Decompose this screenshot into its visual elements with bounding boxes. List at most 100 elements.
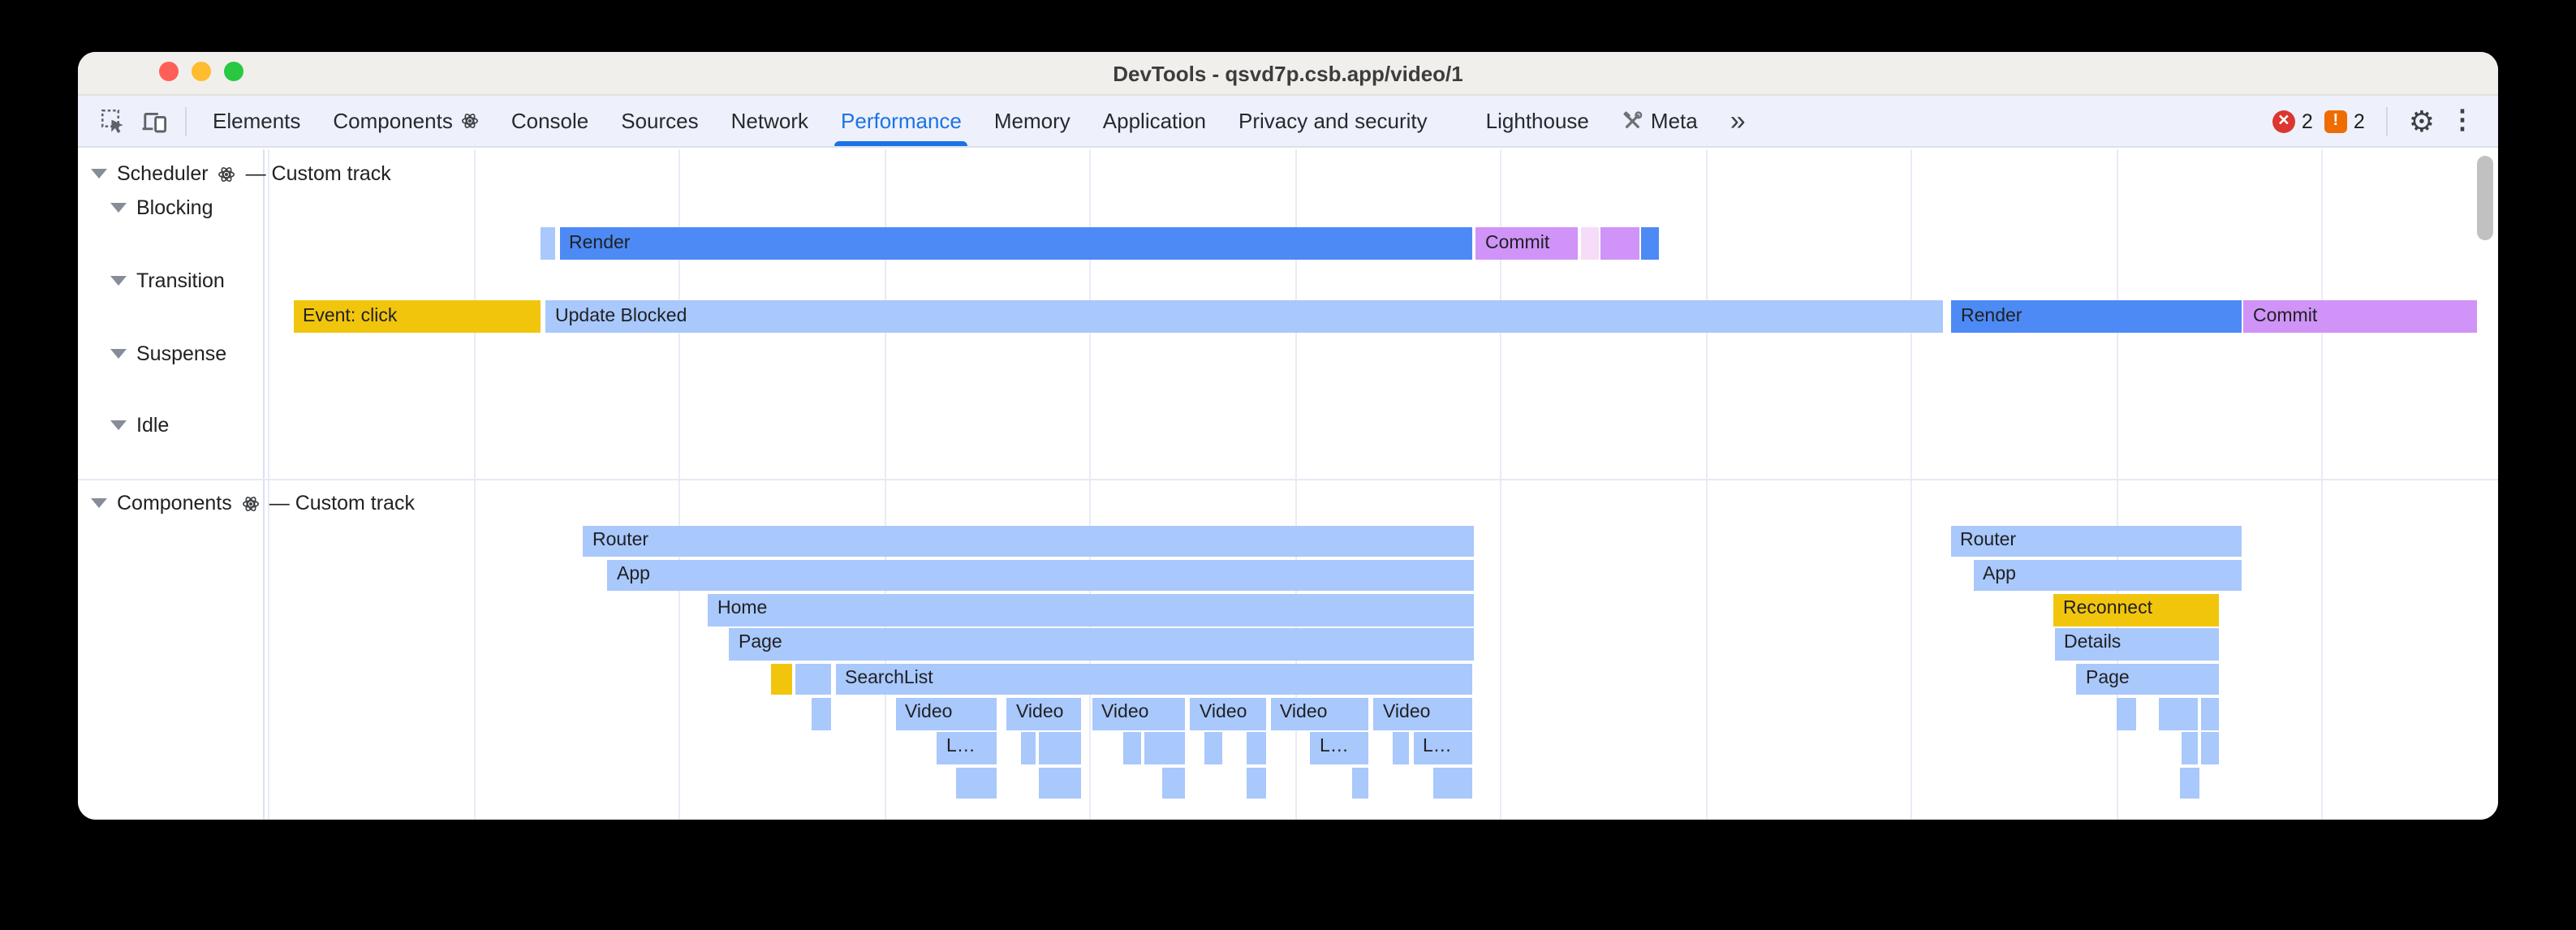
flame-bar[interactable] bbox=[1144, 732, 1185, 764]
flame-bar[interactable] bbox=[1039, 732, 1080, 764]
tab-elements[interactable]: Elements bbox=[196, 96, 317, 146]
flame-bar[interactable] bbox=[1351, 767, 1368, 799]
flame-bar-video[interactable]: Video bbox=[1190, 698, 1266, 730]
flame-bar[interactable] bbox=[812, 698, 831, 730]
kebab-menu-icon[interactable]: ⋮ bbox=[2449, 106, 2475, 134]
flame-bar-reconnect[interactable]: Reconnect bbox=[2053, 594, 2218, 626]
tab-privacy-and-security[interactable]: Privacy and security bbox=[1222, 96, 1444, 146]
flame-bar-l-[interactable]: L… bbox=[1413, 732, 1471, 764]
flame-bar[interactable] bbox=[1039, 767, 1080, 799]
track-name: Components bbox=[117, 492, 232, 515]
flame-bar-app[interactable]: App bbox=[607, 559, 1473, 592]
flame-bar[interactable] bbox=[2180, 767, 2199, 799]
flame-bar[interactable] bbox=[1020, 732, 1035, 764]
flame-bar-render[interactable]: Render bbox=[1951, 300, 2242, 333]
tab-performance[interactable]: Performance bbox=[825, 96, 978, 146]
tab-lighthouse[interactable]: Lighthouse bbox=[1470, 96, 1605, 146]
lane-label: Blocking bbox=[136, 196, 213, 219]
flame-bar[interactable] bbox=[2201, 698, 2218, 730]
gridline bbox=[1294, 149, 1296, 820]
window-title: DevTools - qsvd7p.csb.app/video/1 bbox=[1113, 62, 1463, 86]
zoom-button[interactable] bbox=[224, 62, 243, 81]
flame-bar[interactable] bbox=[2159, 698, 2198, 730]
flame-bar[interactable] bbox=[1392, 732, 1409, 764]
close-button[interactable] bbox=[159, 62, 179, 81]
tab-application[interactable]: Application bbox=[1087, 96, 1222, 146]
atom-icon bbox=[461, 114, 478, 128]
tab-network[interactable]: Network bbox=[715, 96, 825, 146]
flame-bar-commit[interactable]: Commit bbox=[1475, 227, 1577, 260]
scheduler-track-header[interactable]: Scheduler — Custom track bbox=[91, 162, 391, 185]
flame-bar-video[interactable]: Video bbox=[1092, 698, 1185, 730]
traffic-lights bbox=[159, 62, 243, 81]
flame-bar[interactable] bbox=[1600, 227, 1639, 260]
lane-label: Idle bbox=[136, 414, 170, 437]
flame-bar[interactable] bbox=[2117, 698, 2136, 730]
components-track-header[interactable]: Components — Custom track bbox=[91, 492, 415, 515]
atom-icon bbox=[218, 166, 235, 181]
tab-console[interactable]: Console bbox=[495, 96, 605, 146]
flame-bar[interactable] bbox=[1204, 732, 1222, 764]
flame-bar[interactable] bbox=[795, 663, 831, 695]
flame-bar-video[interactable]: Video bbox=[895, 698, 996, 730]
toolbar-divider bbox=[2385, 106, 2388, 136]
tab-components[interactable]: Components bbox=[317, 96, 494, 146]
flame-bar[interactable] bbox=[1247, 732, 1266, 764]
tab-label: Meta bbox=[1650, 109, 1698, 133]
flame-bar[interactable] bbox=[1580, 227, 1599, 260]
flame-bar-app[interactable]: App bbox=[1973, 559, 2242, 592]
flame-bar[interactable] bbox=[2201, 732, 2218, 764]
flame-bar-page[interactable]: Page bbox=[729, 628, 1473, 661]
titlebar: DevTools - qsvd7p.csb.app/video/1 bbox=[78, 52, 2498, 96]
more-tabs-icon[interactable]: » bbox=[1730, 105, 1746, 136]
flame-bar[interactable] bbox=[1162, 767, 1185, 799]
flame-bar-details[interactable]: Details bbox=[2054, 628, 2219, 661]
flame-bar-searchlist[interactable]: SearchList bbox=[835, 663, 1472, 695]
flame-bar[interactable] bbox=[2181, 732, 2198, 764]
flame-bar-l-[interactable]: L… bbox=[937, 732, 996, 764]
tab-sources[interactable]: Sources bbox=[605, 96, 714, 146]
lane-blocking[interactable]: Blocking bbox=[110, 196, 213, 219]
active-tab-underline bbox=[834, 141, 968, 146]
tab-meta[interactable]: Meta bbox=[1605, 96, 1714, 146]
flame-bar[interactable] bbox=[1641, 227, 1658, 260]
gridline bbox=[2116, 149, 2117, 820]
flame-bar-router[interactable]: Router bbox=[583, 525, 1473, 557]
minimize-button[interactable] bbox=[192, 62, 211, 81]
flame-bar-commit[interactable]: Commit bbox=[2243, 300, 2477, 333]
flame-bar-video[interactable]: Video bbox=[1006, 698, 1080, 730]
flame-bar-video[interactable]: Video bbox=[1373, 698, 1471, 730]
flame-bar-render[interactable]: Render bbox=[559, 227, 1472, 260]
settings-gear-icon[interactable]: ⚙ bbox=[2408, 105, 2435, 137]
flame-bar[interactable] bbox=[1247, 767, 1266, 799]
gridline bbox=[1089, 149, 1091, 820]
lane-suspense[interactable]: Suspense bbox=[110, 342, 226, 365]
devtools-toolbar: Elements Components Console Sources Network P… bbox=[78, 96, 2498, 148]
error-badge[interactable]: ✕ 2 bbox=[2272, 110, 2313, 132]
tab-label: Components bbox=[333, 109, 453, 133]
flame-bar-event-click[interactable]: Event: click bbox=[293, 300, 541, 333]
flame-bar-l-[interactable]: L… bbox=[1310, 732, 1368, 764]
lane-idle[interactable]: Idle bbox=[110, 414, 169, 437]
flame-bar-router[interactable]: Router bbox=[1950, 525, 2242, 557]
flame-bar-home[interactable]: Home bbox=[708, 594, 1473, 626]
device-toolbar-icon[interactable] bbox=[133, 96, 175, 146]
lane-transition[interactable]: Transition bbox=[110, 269, 225, 292]
panel-tabs: Elements Components Console Sources Network P… bbox=[196, 96, 1714, 146]
flame-bar[interactable] bbox=[541, 227, 555, 260]
flame-bar[interactable] bbox=[956, 767, 996, 799]
flame-bar-update-blocked[interactable]: Update Blocked bbox=[545, 300, 1943, 333]
atom-icon bbox=[242, 496, 259, 510]
flame-bar-page[interactable]: Page bbox=[2076, 663, 2218, 695]
tab-memory[interactable]: Memory bbox=[978, 96, 1087, 146]
tab-label: Console bbox=[510, 109, 589, 133]
flame-bar-video[interactable]: Video bbox=[1270, 698, 1368, 730]
track-type-label: — Custom track bbox=[269, 492, 415, 515]
collapse-triangle-icon bbox=[91, 498, 107, 508]
flame-bar[interactable] bbox=[1122, 732, 1141, 764]
warning-badge[interactable]: ! 2 bbox=[2324, 110, 2365, 132]
flame-bar[interactable] bbox=[1432, 767, 1471, 799]
inspect-cursor-icon[interactable] bbox=[91, 96, 133, 146]
vertical-scrollbar[interactable] bbox=[2477, 156, 2493, 240]
flame-bar[interactable] bbox=[771, 663, 791, 695]
